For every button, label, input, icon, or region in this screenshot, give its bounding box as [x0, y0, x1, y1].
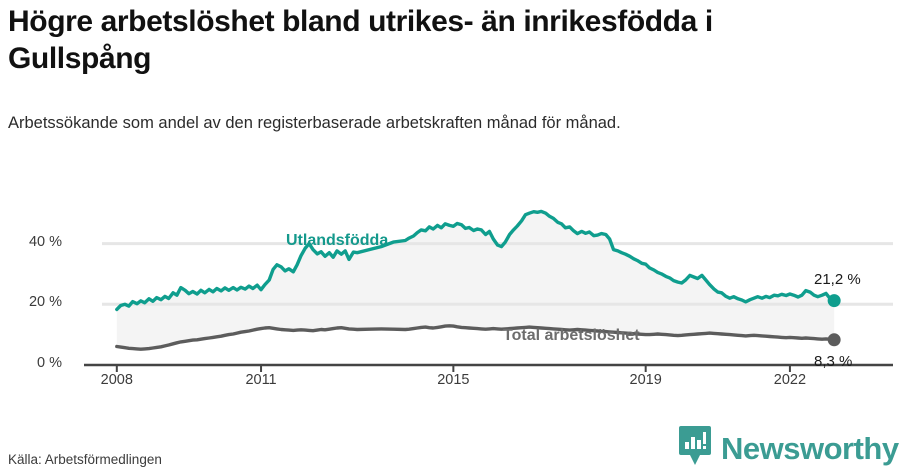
end-value-label-total: 8,3 %	[814, 353, 853, 370]
series-label-utlandsfodda: Utlandsfödda	[286, 232, 389, 249]
y-axis-tick-0: 0 %	[37, 355, 62, 371]
end-value-label-utlandsfodda: 21,2 %	[814, 271, 861, 288]
series-label-total-arbetsloshet: Total arbetslöshet	[503, 327, 640, 344]
line-chart	[84, 209, 893, 372]
page-subtitle: Arbetssökande som andel av den registerb…	[8, 114, 621, 132]
x-axis-tick-2008: 2008	[100, 372, 133, 388]
newsworthy-logo: Newsworthy	[678, 425, 899, 472]
newsworthy-bar-chart-pin-icon	[678, 425, 712, 472]
page-title: Högre arbetslöshet bland utrikes- än inr…	[8, 5, 713, 75]
x-axis-tick-2019: 2019	[629, 372, 662, 388]
y-axis-tick-40: 40 %	[28, 233, 62, 250]
source-note: Källa: Arbetsförmedlingen	[8, 452, 162, 467]
x-axis-tick-2022: 2022	[773, 372, 807, 388]
newsworthy-wordmark: Newsworthy	[721, 431, 899, 466]
x-axis-tick-2011: 2011	[245, 372, 277, 388]
chart-container	[0, 195, 900, 390]
y-axis-tick-20: 20 %	[28, 294, 62, 311]
x-axis-tick-2015: 2015	[437, 372, 470, 388]
